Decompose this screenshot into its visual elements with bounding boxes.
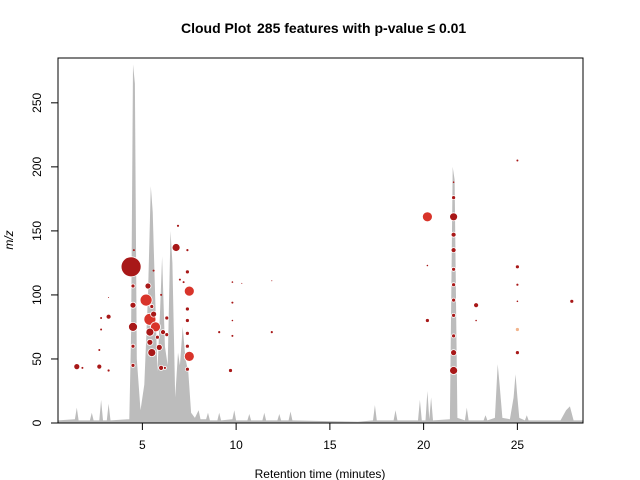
feature-point bbox=[73, 363, 81, 371]
x-tick-label: 25 bbox=[511, 438, 525, 452]
y-tick-label: 250 bbox=[30, 92, 44, 112]
feature-point bbox=[96, 363, 103, 370]
y-axis-label: m/z bbox=[2, 230, 16, 249]
y-tick-label: 50 bbox=[30, 352, 44, 366]
feature-point bbox=[516, 300, 519, 303]
feature-point bbox=[130, 283, 136, 289]
feature-point bbox=[269, 330, 274, 335]
feature-point bbox=[184, 269, 190, 275]
feature-point bbox=[217, 330, 222, 335]
feature-point bbox=[184, 330, 190, 336]
feature-point bbox=[128, 321, 138, 332]
feature-point bbox=[171, 243, 181, 252]
feature-point bbox=[515, 350, 520, 356]
feature-point bbox=[149, 304, 155, 309]
feature-point bbox=[231, 281, 234, 283]
plot-area bbox=[58, 64, 583, 424]
feature-point bbox=[139, 293, 153, 307]
feature-point bbox=[271, 280, 273, 282]
feature-point bbox=[451, 333, 457, 339]
feature-point bbox=[158, 364, 165, 371]
feature-point bbox=[450, 231, 457, 238]
feature-point bbox=[451, 297, 457, 303]
feature-point bbox=[451, 312, 457, 318]
feature-point bbox=[150, 310, 158, 318]
x-tick-label: 20 bbox=[417, 438, 431, 452]
feature-point bbox=[146, 338, 154, 346]
feature-point bbox=[178, 278, 181, 281]
y-tick-label: 0 bbox=[30, 419, 44, 426]
feature-point bbox=[450, 349, 458, 357]
y-tick-label: 200 bbox=[30, 157, 44, 177]
feature-point bbox=[516, 159, 519, 162]
feature-point bbox=[569, 298, 575, 304]
feature-point bbox=[424, 318, 430, 323]
feature-point bbox=[164, 332, 170, 338]
chart-subtitle: 285 features with p-value ≤ 0.01 bbox=[257, 20, 466, 36]
feature-point bbox=[154, 334, 160, 340]
x-tick-label: 10 bbox=[229, 438, 243, 452]
feature-point bbox=[231, 334, 234, 337]
feature-point bbox=[475, 319, 477, 322]
feature-point bbox=[155, 343, 163, 351]
feature-point bbox=[129, 301, 137, 309]
feature-point bbox=[228, 368, 233, 373]
feature-point bbox=[130, 343, 136, 349]
feature-point bbox=[120, 256, 142, 278]
feature-point bbox=[108, 297, 110, 298]
feature-point bbox=[105, 313, 112, 320]
chart-title: Cloud Plot bbox=[181, 20, 251, 36]
feature-point bbox=[515, 282, 520, 287]
feature-point bbox=[81, 366, 84, 369]
feature-point bbox=[426, 264, 429, 267]
feature-point bbox=[449, 212, 459, 222]
feature-point bbox=[160, 329, 166, 336]
feature-point bbox=[231, 301, 234, 304]
x-tick-label: 15 bbox=[323, 438, 337, 452]
feature-point bbox=[176, 223, 180, 228]
feature-point bbox=[160, 293, 163, 296]
feature-point bbox=[130, 362, 136, 368]
feature-point bbox=[184, 366, 190, 372]
feature-point bbox=[100, 317, 103, 319]
y-tick-label: 150 bbox=[30, 221, 44, 241]
feature-point bbox=[515, 327, 520, 332]
feature-point bbox=[449, 366, 459, 375]
x-axis-label: Retention time (minutes) bbox=[255, 467, 386, 480]
feature-point bbox=[452, 181, 455, 183]
feature-point bbox=[164, 315, 170, 321]
feature-point bbox=[132, 249, 135, 252]
feature-point bbox=[147, 348, 157, 358]
feature-point bbox=[450, 247, 457, 254]
feature-point bbox=[182, 281, 185, 284]
tic-profile bbox=[58, 64, 583, 424]
feature-point bbox=[184, 306, 190, 312]
feature-point bbox=[106, 368, 111, 373]
feature-point bbox=[183, 285, 195, 297]
feature-point bbox=[451, 282, 457, 288]
feature-point bbox=[98, 349, 101, 351]
feature-point bbox=[152, 269, 155, 272]
feature-point bbox=[241, 282, 243, 284]
feature-point bbox=[185, 248, 190, 253]
feature-point bbox=[183, 350, 195, 362]
feature-point bbox=[451, 266, 457, 272]
feature-point bbox=[451, 195, 457, 201]
y-tick-label: 100 bbox=[30, 285, 44, 305]
feature-point bbox=[144, 282, 152, 290]
x-tick-label: 5 bbox=[139, 438, 146, 452]
feature-point bbox=[184, 318, 190, 323]
feature-point bbox=[515, 264, 520, 270]
feature-point bbox=[473, 302, 480, 309]
feature-point bbox=[145, 327, 155, 337]
feature-point bbox=[421, 211, 433, 223]
feature-point bbox=[100, 328, 103, 331]
feature-point bbox=[184, 343, 190, 349]
feature-point bbox=[231, 319, 234, 322]
feature-point bbox=[162, 365, 167, 370]
